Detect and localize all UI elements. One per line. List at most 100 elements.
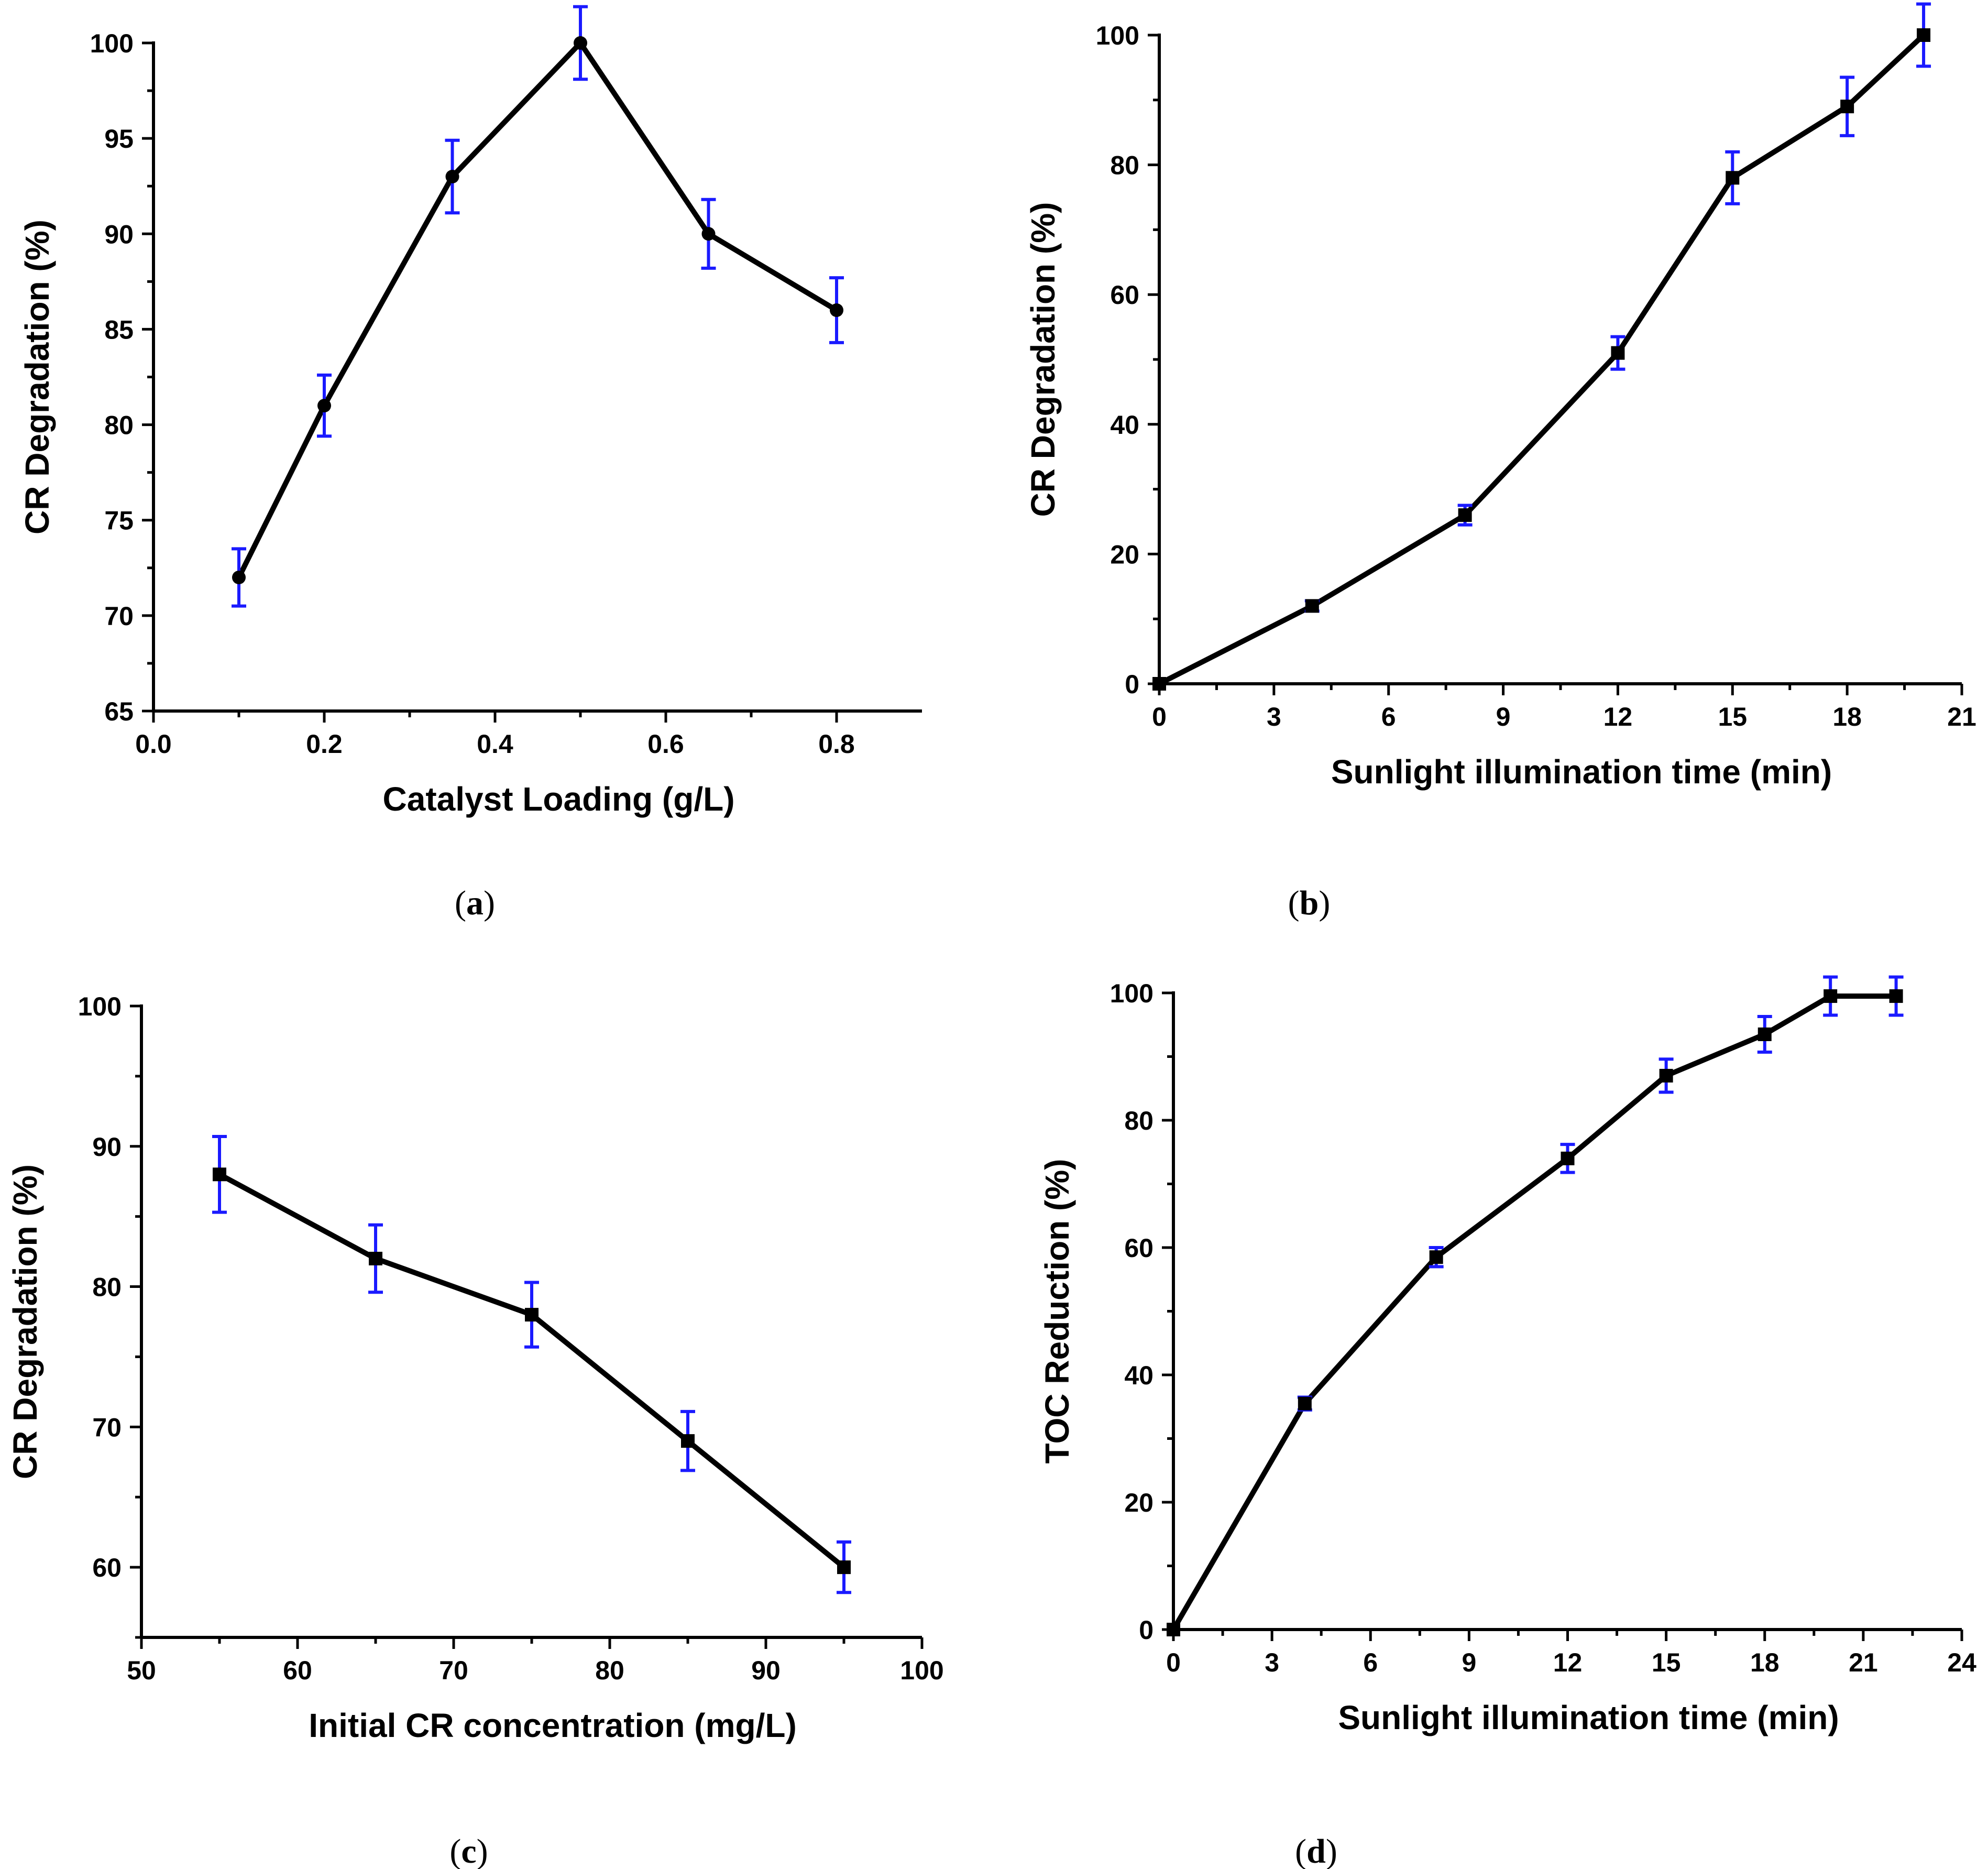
x-tick-label: 80 xyxy=(595,1656,624,1685)
data-point xyxy=(1611,346,1625,360)
x-tick-label: 6 xyxy=(1381,702,1396,731)
y-tick-label: 0 xyxy=(1139,1615,1154,1645)
data-point xyxy=(574,36,587,50)
caption-open-paren: ( xyxy=(449,1832,461,1869)
y-tick-label: 40 xyxy=(1124,1361,1154,1390)
x-tick-label: 0.4 xyxy=(477,729,513,759)
x-tick-label: 0.2 xyxy=(306,729,343,759)
y-axis-title: CR Degradation (%) xyxy=(1024,202,1062,517)
data-point xyxy=(1726,171,1740,185)
data-point xyxy=(1758,1027,1772,1041)
x-tick-label: 90 xyxy=(751,1656,781,1685)
data-point xyxy=(1167,1623,1180,1636)
data-point xyxy=(1561,1151,1575,1165)
y-tick-label: 95 xyxy=(104,124,134,154)
chart-panel-c: 50 60 70 80 90 100 60 70 80 90 100 Initial CR conce… xyxy=(6,992,944,1869)
data-point xyxy=(1840,100,1854,114)
y-tick-label: 75 xyxy=(104,506,134,535)
y-tick-label: 60 xyxy=(1110,280,1139,310)
x-tick-label: 15 xyxy=(1652,1648,1681,1677)
caption-close-paren: ) xyxy=(1319,884,1330,922)
x-tick-label: 21 xyxy=(1849,1648,1878,1677)
x-tick-label: 100 xyxy=(900,1656,943,1685)
data-point xyxy=(1889,989,1903,1003)
caption-open-paren: ( xyxy=(1295,1832,1306,1869)
caption-letter: b xyxy=(1300,884,1319,922)
data-point xyxy=(232,571,246,584)
panel-caption: (b) xyxy=(1288,884,1331,922)
y-axis-title: CR Degradation (%) xyxy=(6,1164,44,1479)
x-axis-title: Catalyst Loading (g/L) xyxy=(383,780,735,818)
x-tick-label: 12 xyxy=(1603,702,1633,731)
data-point xyxy=(1917,28,1931,42)
x-tick-label: 24 xyxy=(1947,1648,1976,1677)
y-tick-label: 100 xyxy=(78,992,122,1021)
y-tick-label: 80 xyxy=(104,411,134,440)
x-tick-label: 60 xyxy=(283,1656,312,1685)
y-tick-label: 85 xyxy=(104,315,134,344)
x-tick-label: 9 xyxy=(1496,702,1511,731)
caption-close-paren: ) xyxy=(484,884,495,922)
x-axis-title: Sunlight illumination time (min) xyxy=(1331,753,1832,791)
caption-open-paren: ( xyxy=(1288,884,1300,922)
panel-caption: (d) xyxy=(1295,1832,1337,1869)
y-tick-label: 100 xyxy=(1110,979,1154,1008)
y-tick-label: 40 xyxy=(1110,410,1139,440)
panel-caption: (a) xyxy=(455,884,495,922)
x-tick-label: 18 xyxy=(1750,1648,1780,1677)
caption-close-paren: ) xyxy=(477,1832,488,1869)
data-point xyxy=(1298,1396,1312,1411)
data-point xyxy=(369,1252,382,1265)
data-point xyxy=(1305,599,1319,613)
caption-letter: c xyxy=(461,1832,476,1869)
data-point xyxy=(213,1167,226,1182)
x-tick-label: 21 xyxy=(1947,702,1976,731)
data-point xyxy=(317,399,331,413)
series-line xyxy=(1171,993,1896,1631)
x-tick-label: 0 xyxy=(1166,1648,1181,1677)
y-tick-label: 20 xyxy=(1124,1488,1154,1517)
data-point xyxy=(445,170,459,183)
y-tick-label: 70 xyxy=(104,602,134,631)
y-axis-title: CR Degradation (%) xyxy=(18,220,56,534)
x-tick-label: 18 xyxy=(1832,702,1862,731)
data-point xyxy=(1824,989,1838,1003)
y-tick-label: 65 xyxy=(104,697,134,726)
x-tick-label: 0.0 xyxy=(135,729,172,759)
caption-letter: a xyxy=(466,884,484,922)
y-tick-label: 100 xyxy=(90,29,134,58)
x-tick-label: 0 xyxy=(1152,702,1167,731)
data-point xyxy=(1458,508,1472,522)
chart-panel-a: 0.0 0.2 0.4 0.6 0.8 65 70 75 80 85 90 95 100 Catalyst… xyxy=(18,5,922,922)
series-line xyxy=(236,40,838,579)
x-tick-label: 70 xyxy=(439,1656,468,1685)
x-axis-title: Initial CR concentration (mg/L) xyxy=(309,1707,797,1744)
chart-panel-d: 0 3 6 9 12 15 18 21 24 0 20 40 60 80 100 Sunlight illum… xyxy=(1038,975,1976,1869)
y-tick-label: 60 xyxy=(92,1553,122,1582)
y-tick-label: 100 xyxy=(1096,21,1139,50)
x-tick-label: 50 xyxy=(127,1656,156,1685)
caption-letter: d xyxy=(1306,1832,1326,1869)
x-axis-title: Sunlight illumination time (min) xyxy=(1338,1699,1839,1736)
x-tick-label: 0.6 xyxy=(647,729,684,759)
y-tick-label: 20 xyxy=(1110,540,1139,569)
x-tick-label: 9 xyxy=(1462,1648,1476,1677)
panel-caption: (c) xyxy=(449,1832,488,1869)
x-tick-label: 3 xyxy=(1265,1648,1279,1677)
y-tick-label: 60 xyxy=(1124,1233,1154,1263)
x-tick-label: 3 xyxy=(1267,702,1281,731)
data-point xyxy=(701,227,716,241)
data-point xyxy=(1429,1250,1443,1264)
chart-panel-b: 0 3 6 9 12 15 18 21 0 20 40 60 80 100 Sunlight illumin… xyxy=(1024,2,1976,922)
data-point xyxy=(837,1560,851,1575)
y-tick-label: 80 xyxy=(1110,151,1139,180)
caption-open-paren: ( xyxy=(455,884,466,922)
x-tick-label: 15 xyxy=(1718,702,1747,731)
x-tick-label: 12 xyxy=(1553,1648,1583,1677)
y-tick-label: 90 xyxy=(104,220,134,249)
y-tick-label: 0 xyxy=(1125,670,1139,699)
data-point xyxy=(1152,677,1166,691)
data-point xyxy=(830,303,843,317)
data-point xyxy=(1659,1068,1673,1083)
